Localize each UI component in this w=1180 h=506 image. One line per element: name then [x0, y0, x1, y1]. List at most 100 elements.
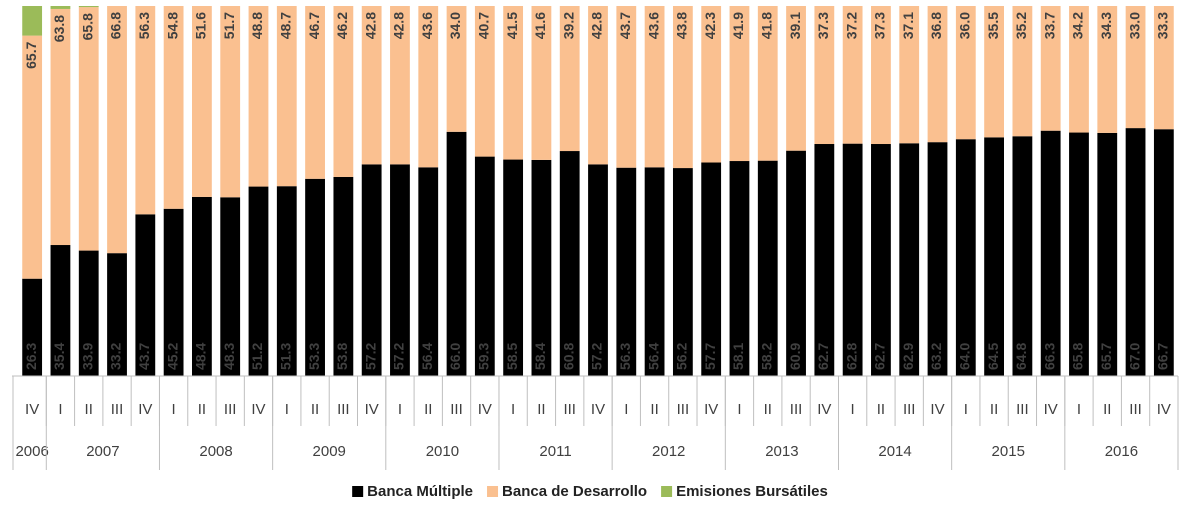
bar-segment: [78, 7, 99, 251]
value-label: 57.2: [362, 343, 378, 370]
value-label: 35.2: [1013, 12, 1029, 39]
value-label: 56.4: [419, 343, 435, 370]
bar-segment: [446, 131, 467, 376]
value-label: 41.6: [532, 12, 548, 39]
bar-segment: [786, 6, 806, 151]
group-label: 2009: [313, 443, 346, 460]
value-label: 65.7: [23, 41, 39, 68]
x-tick-label: I: [737, 401, 741, 418]
bar-segment: [22, 6, 43, 36]
bar-segment: [163, 208, 184, 376]
value-label: 48.4: [193, 343, 209, 370]
value-label: 66.3: [1041, 343, 1057, 370]
group-label: 2013: [765, 443, 798, 460]
legend-label: Emisiones Bursátiles: [676, 483, 828, 500]
bar-segment: [871, 144, 891, 376]
bar-segment: [1153, 6, 1174, 130]
value-label: 37.3: [872, 12, 888, 39]
value-label: 56.4: [645, 343, 661, 370]
value-label: 41.9: [730, 12, 746, 39]
bar-segment: [1012, 6, 1033, 137]
group-label: 2008: [199, 443, 232, 460]
x-tick-label: III: [111, 401, 124, 418]
bar-segment: [474, 6, 495, 157]
bar-segment: [1097, 6, 1118, 133]
x-tick-label: II: [650, 401, 658, 418]
group-label: 2015: [992, 443, 1025, 460]
bar-segment: [644, 167, 665, 376]
bar-segment: [135, 6, 156, 215]
value-label: 36.0: [957, 12, 973, 39]
value-label: 35.4: [51, 343, 67, 370]
value-label: 56.3: [617, 343, 633, 370]
x-tick-label: IV: [930, 401, 944, 418]
x-tick-label: IV: [817, 401, 831, 418]
value-label: 37.1: [900, 12, 916, 39]
bar-segment: [192, 6, 212, 197]
bar-segment: [559, 151, 580, 376]
legend-swatch: [487, 486, 499, 497]
x-tick-label: IV: [704, 401, 718, 418]
bar-segment: [50, 6, 71, 9]
bar-segment: [616, 167, 637, 376]
value-label: 66.8: [108, 12, 124, 39]
value-label: 35.5: [985, 12, 1001, 39]
bar-segment: [672, 6, 693, 169]
value-label: 60.8: [560, 343, 576, 370]
value-label: 43.6: [419, 12, 435, 39]
bar-segment: [1069, 6, 1089, 133]
value-label: 45.2: [164, 343, 180, 370]
bar-segment: [531, 159, 552, 376]
value-label: 65.7: [1098, 343, 1114, 370]
value-label: 33.0: [1126, 12, 1142, 39]
bar-segment: [50, 8, 71, 246]
bar-segment: [1097, 132, 1118, 376]
bar-segment: [135, 214, 156, 376]
value-label: 33.9: [79, 343, 95, 370]
x-tick-label: III: [224, 401, 237, 418]
bar-segment: [927, 142, 948, 376]
value-label: 36.8: [928, 12, 944, 39]
value-label: 43.7: [136, 343, 152, 370]
bar-segment: [418, 167, 439, 376]
bar-segment: [418, 6, 439, 168]
value-label: 64.0: [957, 343, 973, 370]
bar-segment: [192, 196, 212, 376]
bar-segment: [78, 250, 99, 376]
bar-segment: [163, 6, 184, 209]
value-label: 60.9: [787, 343, 803, 370]
value-label: 56.3: [136, 12, 152, 39]
bar-segment: [107, 253, 127, 376]
value-label: 53.3: [306, 343, 322, 370]
x-tick-label: II: [1103, 401, 1111, 418]
value-label: 43.8: [674, 12, 690, 39]
x-tick-label: I: [511, 401, 515, 418]
bar-segment: [22, 278, 43, 376]
bar-segment: [701, 6, 722, 163]
value-label: 65.8: [1070, 343, 1086, 370]
value-label: 66.0: [447, 343, 463, 370]
bar-segment: [757, 6, 778, 161]
bar-segment: [276, 186, 297, 376]
x-tick-label: I: [172, 401, 176, 418]
bar-segment: [276, 6, 297, 187]
value-label: 39.1: [787, 12, 803, 39]
x-tick-label: IV: [251, 401, 265, 418]
value-label: 51.7: [221, 12, 237, 39]
x-tick-label: I: [285, 401, 289, 418]
legend-swatch: [661, 486, 673, 497]
value-label: 64.8: [1013, 343, 1029, 370]
bar-segment: [531, 6, 552, 160]
value-label: 65.8: [79, 13, 95, 40]
x-tick-label: IV: [591, 401, 605, 418]
bar-segment: [390, 164, 410, 376]
x-tick-label: IV: [478, 401, 492, 418]
value-label: 46.7: [306, 12, 322, 39]
x-tick-label: IV: [1157, 401, 1171, 418]
bar-segment: [220, 197, 241, 376]
bar-segment: [955, 6, 976, 140]
value-label: 58.2: [758, 343, 774, 370]
bar-segment: [107, 6, 127, 254]
value-label: 56.2: [674, 343, 690, 370]
